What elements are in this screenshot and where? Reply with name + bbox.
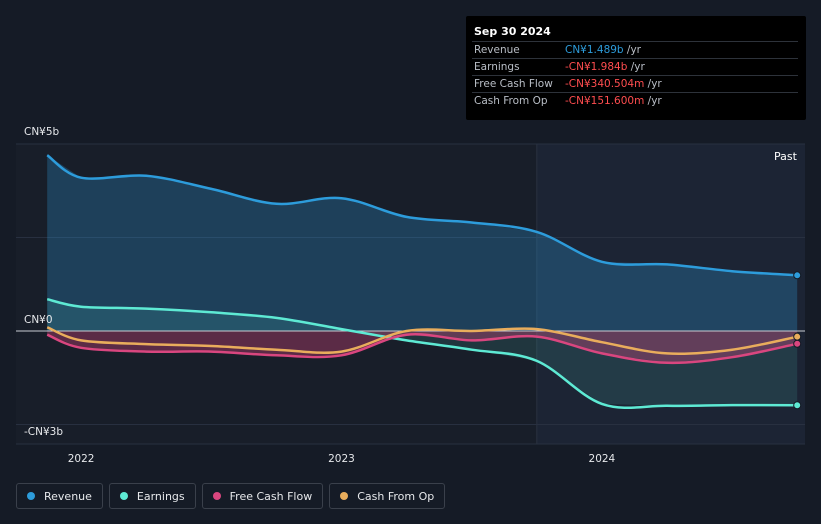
revenue-area bbox=[47, 155, 798, 331]
tooltip-row-value: CN¥1.489b /yr bbox=[565, 44, 641, 56]
legend-label: Cash From Op bbox=[357, 489, 435, 503]
earnings-line bbox=[46, 297, 798, 409]
legend-item-free-cash-flow[interactable]: Free Cash Flow bbox=[201, 483, 324, 509]
free-cash-flow-end-point bbox=[793, 339, 802, 348]
past-region bbox=[536, 144, 805, 444]
tooltip-row-revenue: Revenue CN¥1.489b /yr bbox=[472, 41, 798, 59]
legend-label: Free Cash Flow bbox=[229, 489, 313, 503]
x-tick-label: 2024 bbox=[589, 453, 616, 465]
tooltip-row-label: Earnings bbox=[474, 61, 520, 73]
tooltip-row-earnings: Earnings -CN¥1.984b /yr bbox=[472, 58, 798, 76]
cash-from-op-end-point bbox=[793, 332, 802, 341]
legend-dot-icon bbox=[212, 492, 221, 500]
tooltip-row-value: -CN¥151.600m /yr bbox=[565, 95, 662, 107]
earnings-area bbox=[47, 299, 798, 406]
tooltip-panel: Sep 30 2024 Revenue CN¥1.489b /yr Earnin… bbox=[466, 16, 806, 120]
revenue-end-point bbox=[793, 271, 802, 280]
y-axis-zero-label: CN¥0 bbox=[24, 314, 53, 326]
legend-dot-icon bbox=[119, 492, 128, 500]
legend-dot-icon bbox=[340, 492, 349, 500]
tooltip-row-value: -CN¥1.984b /yr bbox=[565, 61, 645, 73]
legend-dot-icon bbox=[27, 492, 35, 500]
legend-item-earnings[interactable]: Earnings bbox=[108, 483, 196, 509]
tooltip-date: Sep 30 2024 bbox=[474, 25, 551, 38]
past-region-label: Past bbox=[774, 150, 797, 163]
tooltip-row-free-cash-flow: Free Cash Flow -CN¥340.504m /yr bbox=[472, 75, 798, 93]
revenue-line bbox=[46, 154, 798, 277]
tooltip-row-cash-from-op: Cash From Op -CN¥151.600m /yr bbox=[472, 92, 798, 110]
free-cash-flow-line bbox=[46, 332, 798, 365]
free-cash-flow-area bbox=[47, 331, 798, 363]
x-tick-label: 2023 bbox=[328, 453, 355, 465]
legend-item-cash-from-op[interactable]: Cash From Op bbox=[329, 483, 446, 509]
legend-item-revenue[interactable]: Revenue bbox=[16, 483, 103, 509]
tooltip-row-label: Free Cash Flow bbox=[474, 78, 553, 90]
x-tick-label: 2022 bbox=[68, 453, 95, 465]
y-axis-bottom-label: -CN¥3b bbox=[24, 426, 64, 438]
chart-legend: Revenue Earnings Free Cash Flow Cash Fro… bbox=[16, 483, 446, 511]
legend-label: Earnings bbox=[136, 489, 185, 503]
tooltip-row-label: Revenue bbox=[474, 44, 520, 56]
cash-from-op-line bbox=[46, 326, 798, 356]
legend-label: Revenue bbox=[44, 489, 92, 503]
y-axis-top-label: CN¥5b bbox=[24, 126, 60, 138]
tooltip-row-value: -CN¥340.504m /yr bbox=[565, 78, 662, 90]
tooltip-row-label: Cash From Op bbox=[474, 95, 548, 107]
earnings-end-point bbox=[793, 401, 802, 410]
